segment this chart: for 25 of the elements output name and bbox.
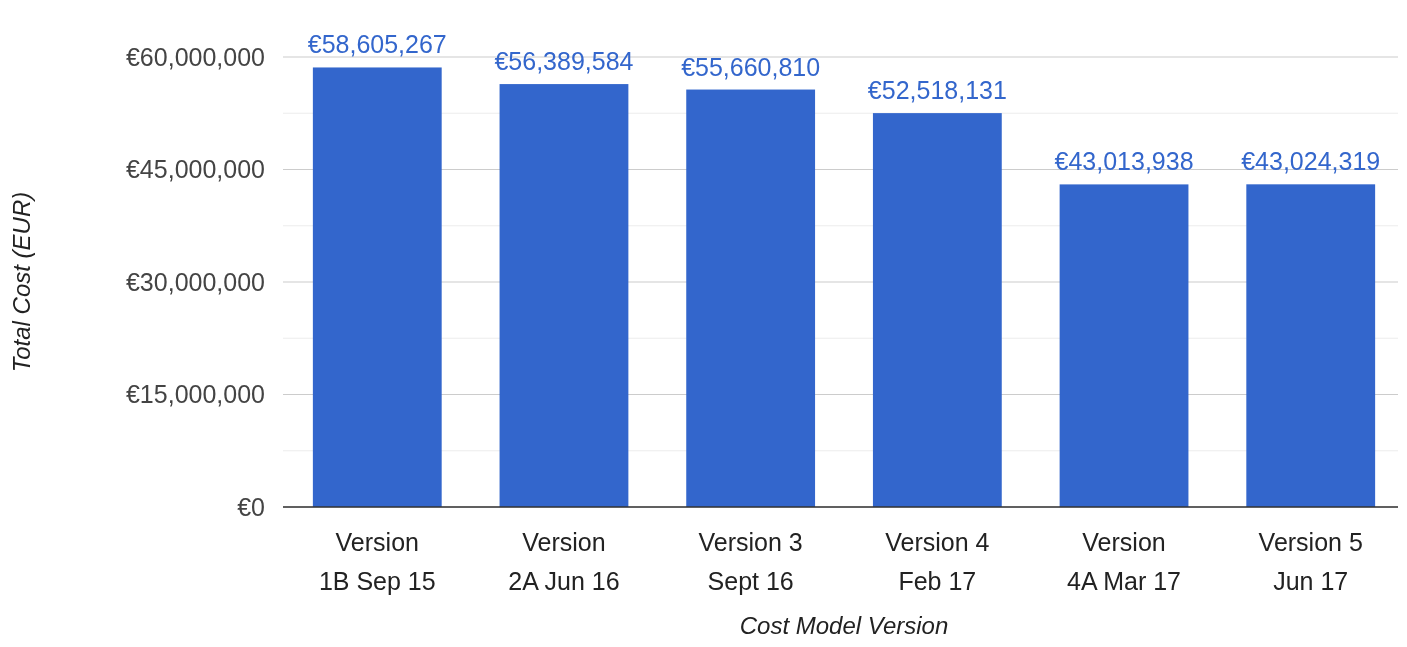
bar — [686, 89, 816, 507]
y-tick-label: €0 — [237, 492, 265, 521]
bar — [499, 84, 629, 507]
data-label: €52,518,131 — [867, 76, 1007, 105]
x-tick-label: Version 4 Feb 17 — [885, 528, 990, 595]
data-label: €55,660,810 — [681, 52, 821, 81]
bar — [872, 113, 1002, 507]
x-tick-label: Version 2A Jun 16 — [508, 528, 620, 595]
data-label: €43,013,938 — [1054, 147, 1194, 176]
x-tick-label: Version 4A Mar 17 — [1067, 528, 1182, 595]
x-tick-label: Version 5 Jun 17 — [1258, 528, 1363, 595]
x-axis-title: Cost Model Version — [739, 612, 949, 639]
y-tick-label: €45,000,000 — [125, 155, 265, 184]
data-label: €56,389,584 — [494, 47, 634, 76]
data-label: €43,024,319 — [1241, 147, 1381, 176]
data-label: €58,605,267 — [307, 30, 447, 59]
x-tick-label: Version 3 Sept 16 — [698, 528, 803, 595]
y-axis-title: Total Cost (EUR) — [8, 191, 35, 373]
bar — [1059, 184, 1189, 507]
bar — [312, 67, 442, 507]
x-tick-label: Version 1B Sep 15 — [318, 528, 436, 595]
y-tick-label: €30,000,000 — [125, 267, 265, 296]
bar — [1246, 184, 1376, 507]
y-tick-label: €60,000,000 — [125, 42, 265, 71]
y-tick-label: €15,000,000 — [125, 380, 265, 409]
